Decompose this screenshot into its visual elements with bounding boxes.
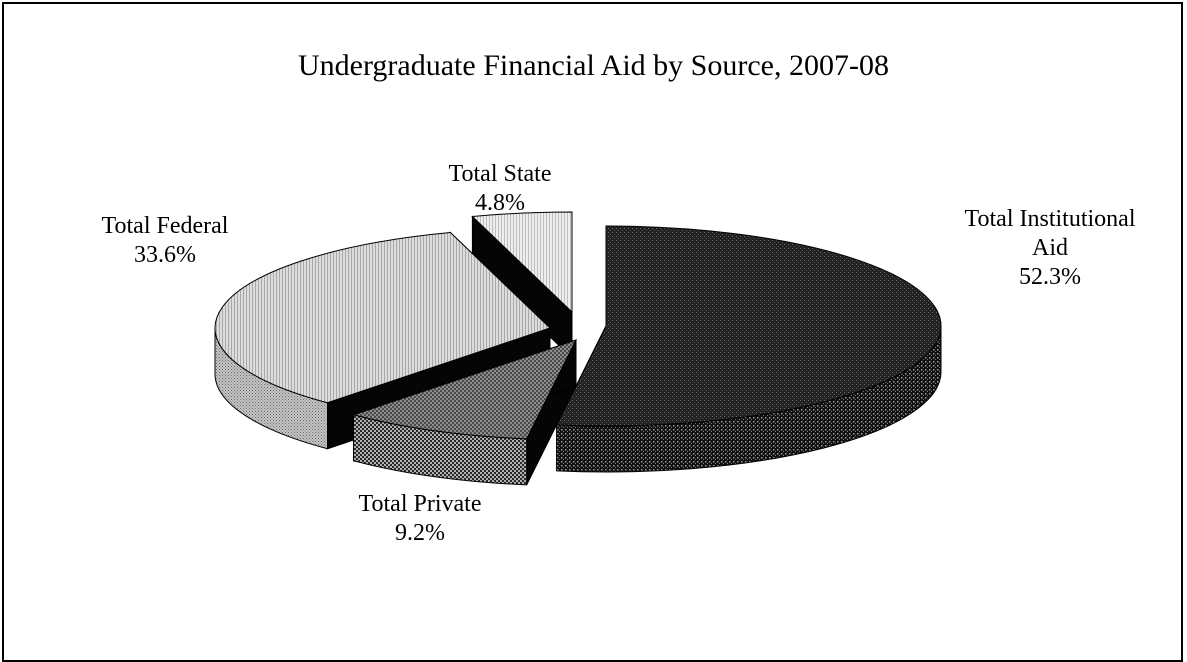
slice-total-private-top xyxy=(351,339,577,440)
slice-label-value: 4.8% xyxy=(475,190,525,216)
slice-total-institutional-aid-top xyxy=(555,225,942,427)
slice-label-name-line-2: Aid xyxy=(1032,235,1068,261)
slice-total-federal-top xyxy=(214,232,551,404)
slice-label-value: 52.3% xyxy=(1019,264,1081,290)
chart-title: Undergraduate Financial Aid by Source, 2… xyxy=(298,49,889,82)
slice-label-total-federal: Total Federal 33.6% xyxy=(60,212,270,270)
pie-slices xyxy=(214,211,942,486)
slice-label-value: 9.2% xyxy=(395,520,445,546)
slice-label-total-state: Total State 4.8% xyxy=(410,160,590,218)
slice-label-name-line-1: Total Institutional xyxy=(964,206,1136,232)
slice-label-name: Total State xyxy=(448,161,552,187)
slice-label-total-private: Total Private 9.2% xyxy=(310,490,530,548)
slice-label-name: Total Private xyxy=(358,491,482,517)
slice-total-state-top xyxy=(471,211,573,314)
slice-label-total-institutional-aid: Total Institutional Aid 52.3% xyxy=(930,205,1170,292)
slice-label-value: 33.6% xyxy=(134,242,196,268)
slice-label-name: Total Federal xyxy=(101,213,229,239)
